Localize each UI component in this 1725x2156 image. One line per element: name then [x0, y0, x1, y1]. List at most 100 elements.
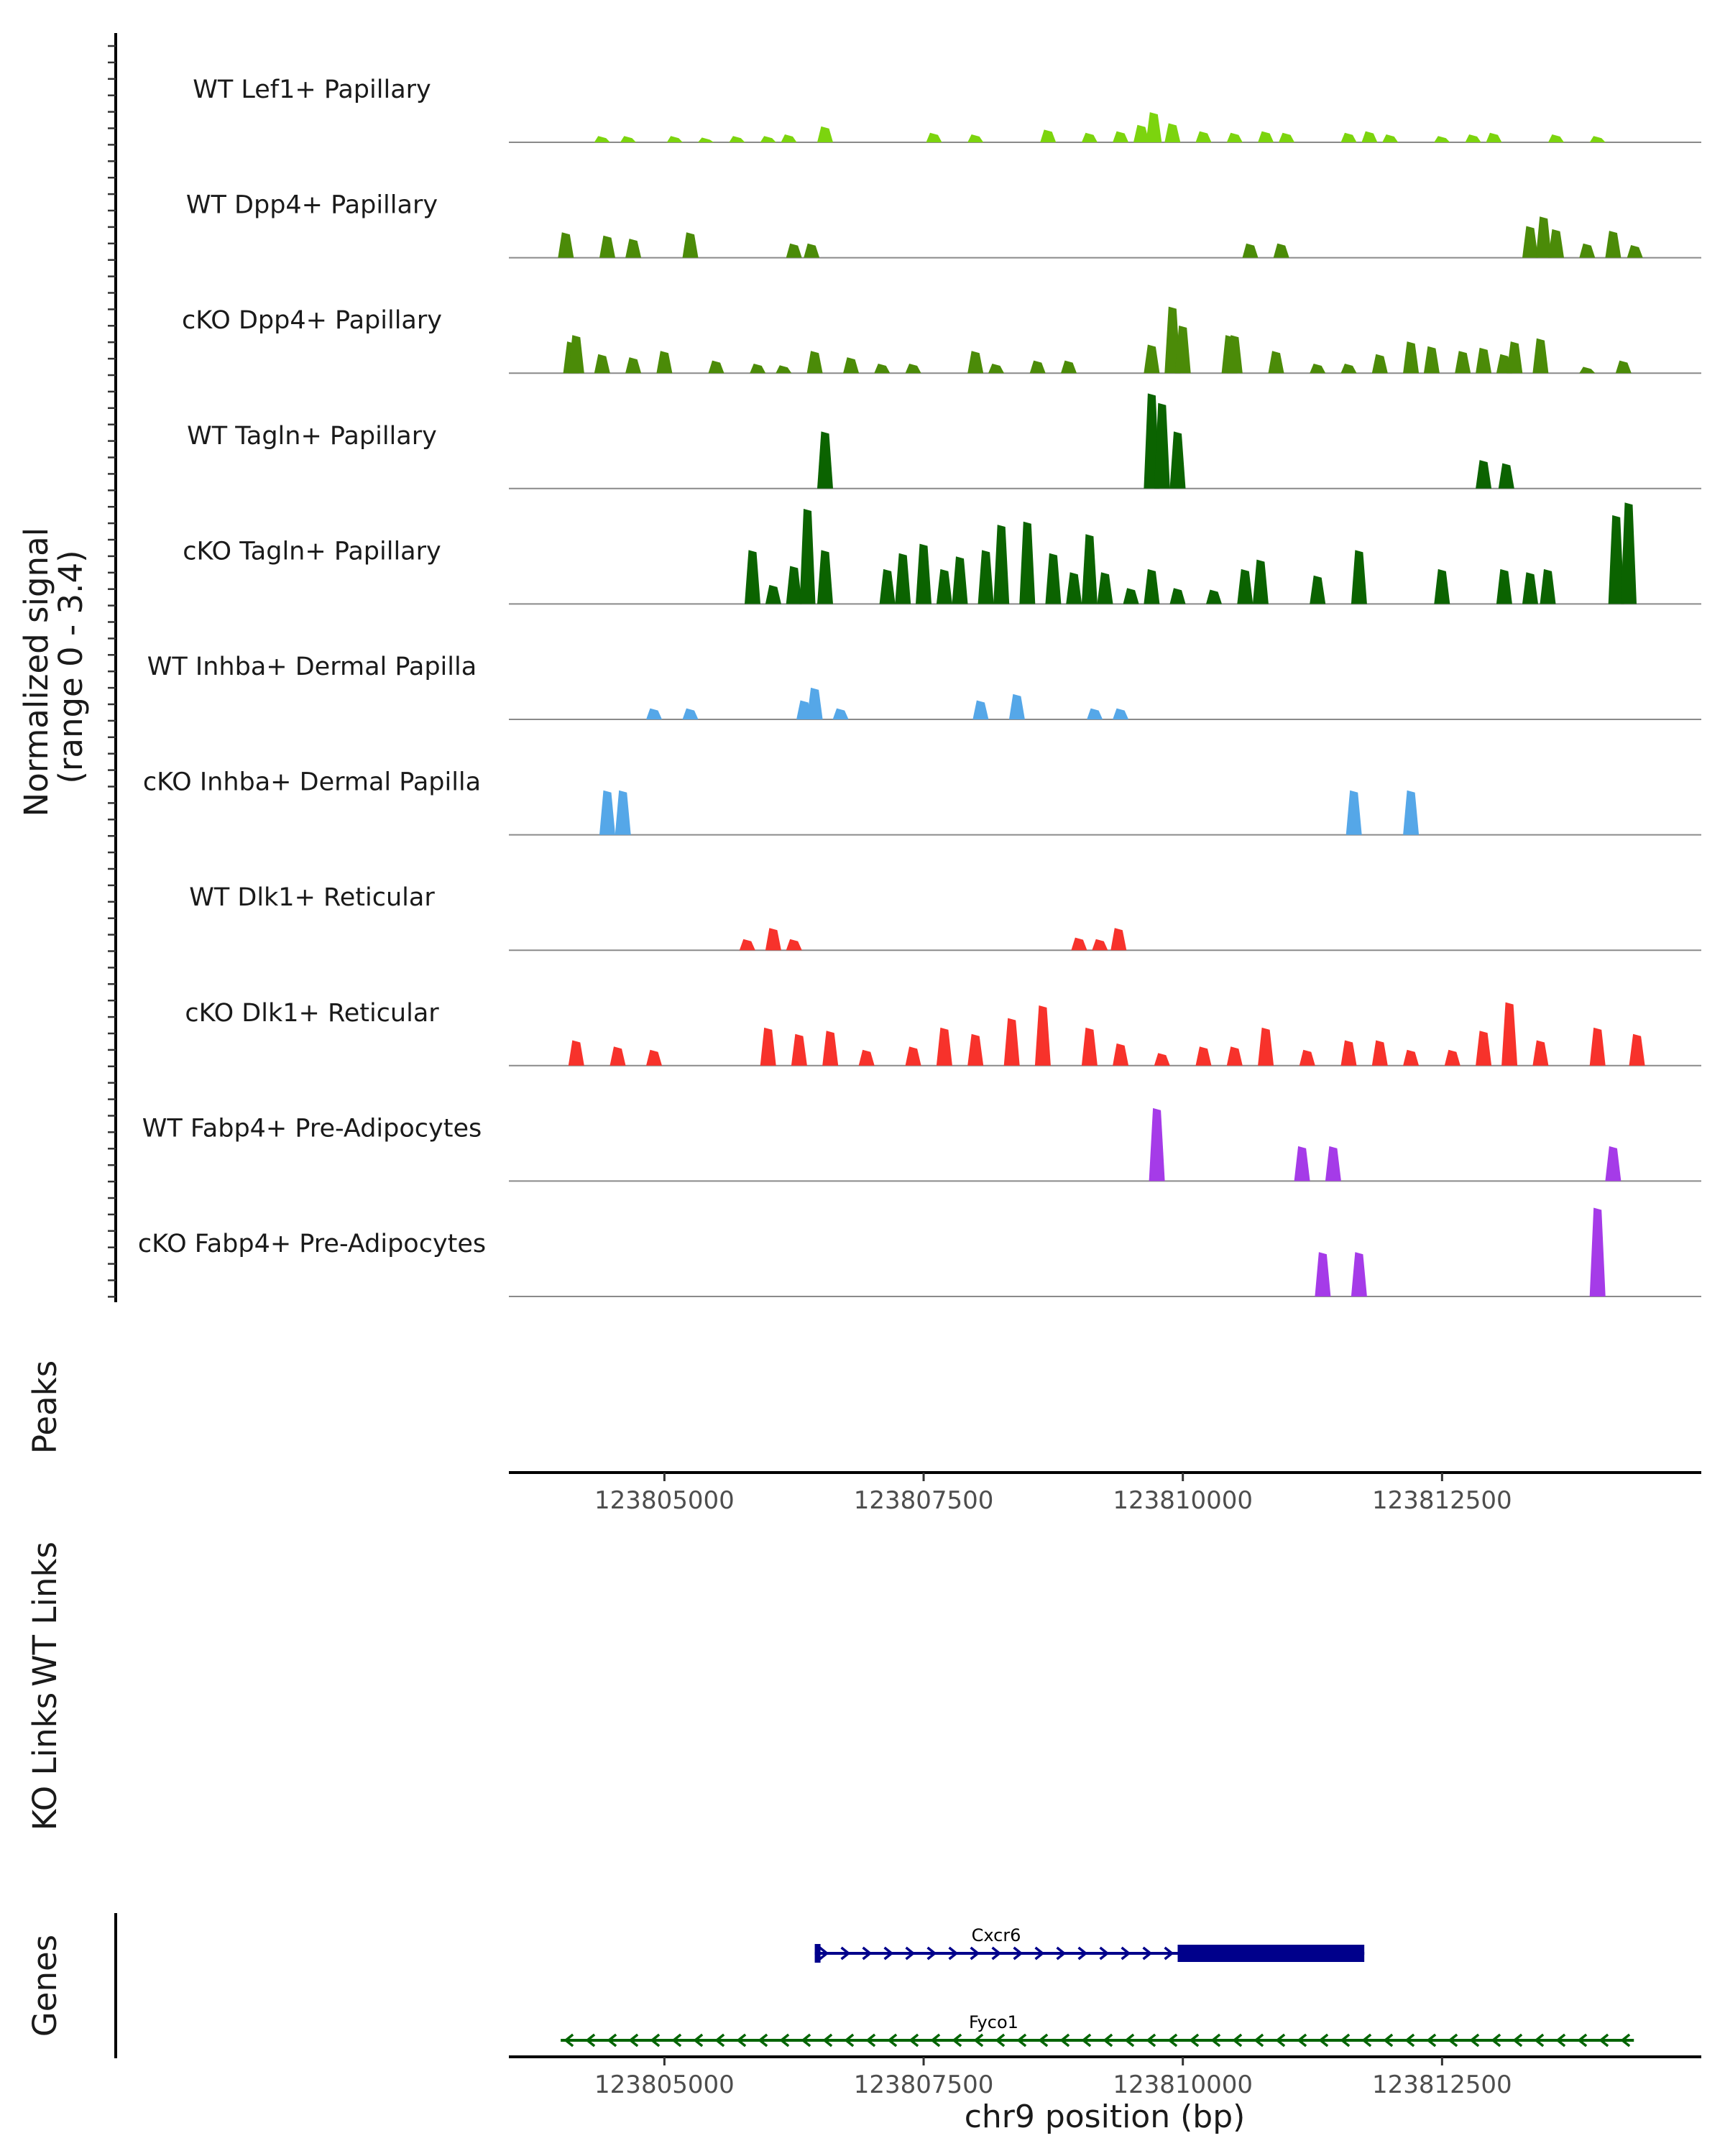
x-tick-label: 123812500 [1372, 2070, 1512, 2099]
signal-peak [1627, 245, 1643, 258]
signal-peak [1498, 463, 1514, 489]
signal-peak [1310, 364, 1326, 374]
signal-peak [708, 360, 724, 374]
signal-peak [568, 1040, 584, 1066]
strand-arrow [585, 2033, 596, 2047]
signal-peak [1146, 112, 1162, 142]
strand-arrow [1383, 2033, 1394, 2047]
coverage-track-label: WT Lef1+ Papillary [193, 75, 431, 104]
signal-peak [791, 1033, 807, 1066]
signal-peak [1144, 344, 1160, 374]
signal-peak [822, 1031, 839, 1066]
signal-peak [1226, 335, 1243, 374]
signal-peak [1237, 568, 1254, 604]
signal-peak [1382, 134, 1399, 142]
strand-arrow [1254, 2033, 1264, 2047]
signal-peak [858, 1049, 875, 1066]
signal-peak [1476, 347, 1492, 374]
signal-peak [765, 928, 781, 951]
signal-peak [972, 700, 989, 719]
strand-arrow [779, 2033, 790, 2047]
signal-peak [1195, 131, 1212, 142]
signal-peak [1361, 131, 1378, 142]
strand-arrow [948, 1946, 959, 1961]
signal-peak [1403, 341, 1420, 374]
strand-arrow [1189, 2033, 1200, 2047]
signal-peak [1019, 521, 1036, 604]
strand-arrow [822, 2033, 833, 2047]
strand-arrow [1534, 2033, 1545, 2047]
strand-arrow [1598, 2033, 1609, 2047]
signal-peak [1061, 360, 1077, 374]
signal-peak [1608, 515, 1624, 604]
gene-name-label: Cxcr6 [972, 1925, 1021, 1945]
signal-peak [1351, 1252, 1367, 1296]
signal-peak [1206, 589, 1222, 604]
signal-peak [1071, 937, 1087, 951]
coverage-track: WT Dlk1+ Reticular [189, 883, 1701, 952]
signal-peak [760, 136, 776, 142]
signal-peak [1340, 132, 1357, 142]
gene-exon-block [1177, 1945, 1365, 1962]
y-axis-title-line-2: (range 0 - 3.4) [52, 550, 90, 783]
signal-peak [843, 357, 860, 374]
signal-peak [1092, 939, 1108, 951]
signal-peak [967, 1033, 984, 1066]
signal-peak [1169, 588, 1186, 604]
signal-peak [568, 335, 584, 374]
coverage-track: WT Lef1+ Papillary [193, 75, 1701, 143]
strand-arrow [1034, 1946, 1045, 1961]
signal-peak [786, 566, 802, 604]
strand-arrow [1056, 1946, 1067, 1961]
signal-peak [615, 790, 631, 835]
signal-peak [952, 556, 968, 604]
gene-start-exon [814, 1944, 821, 1963]
signal-peak [1434, 136, 1450, 142]
strand-arrow [840, 1946, 851, 1961]
strand-arrow [995, 2033, 1006, 2047]
signal-peak [610, 1046, 626, 1066]
signal-peak [1540, 568, 1556, 604]
signal-peak [1273, 243, 1289, 258]
signal-peak [1535, 216, 1552, 258]
signal-peak [1444, 1049, 1460, 1066]
signal-peak [1258, 1027, 1274, 1066]
signal-peak [879, 568, 896, 604]
x-tick-label: 123805000 [594, 2070, 735, 2099]
strand-arrow [865, 2033, 876, 2047]
coverage-track-label: cKO Inhba+ Dermal Papilla [143, 768, 481, 797]
gene-name-label: Fyco1 [969, 2012, 1018, 2032]
top-x-axis-ticks: 123805000 123807500 123810000 123812500 [594, 1473, 1512, 1515]
signal-peak [1252, 559, 1269, 604]
signal-peak [656, 351, 673, 374]
signal-peak [620, 136, 636, 142]
signal-peak [646, 708, 662, 719]
coverage-track: WT Tagln+ Papillary [187, 393, 1701, 489]
strand-arrow [1099, 1946, 1110, 1961]
signal-peak [1506, 341, 1523, 374]
signal-peak [1066, 572, 1082, 604]
coverage-track-label: WT Fabp4+ Pre-Adipocytes [142, 1114, 482, 1143]
signal-peak [1174, 326, 1191, 374]
signal-peak [1310, 575, 1326, 604]
signal-peak [1113, 708, 1129, 719]
signal-peak [1621, 502, 1637, 604]
signal-peak [1315, 1252, 1331, 1296]
strand-arrow [883, 1946, 894, 1961]
signal-peak [1589, 1027, 1606, 1066]
signal-peak [729, 136, 745, 142]
strand-arrow [1318, 2033, 1329, 2047]
coverage-track-label: cKO Dpp4+ Papillary [182, 306, 442, 335]
signal-peak [781, 134, 797, 142]
strand-arrow [819, 1946, 829, 1961]
strand-arrow [1275, 2033, 1286, 2047]
signal-peak [1340, 1040, 1357, 1066]
strand-arrow [1404, 2033, 1415, 2047]
signal-peak [1455, 351, 1471, 374]
signal-peak [993, 525, 1010, 604]
coverage-track-label: cKO Tagln+ Papillary [183, 537, 441, 566]
strand-arrow [1340, 2033, 1351, 2047]
signal-peak [750, 364, 766, 374]
signal-peak [1144, 568, 1160, 604]
signal-peak [1476, 460, 1492, 489]
